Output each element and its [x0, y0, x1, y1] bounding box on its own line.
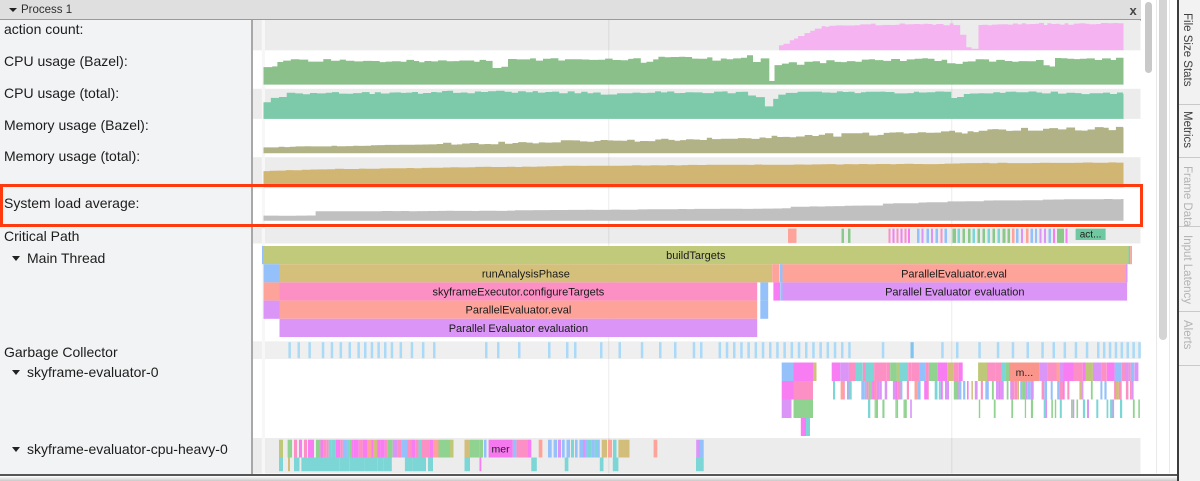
svg-text:ParallelEvaluator.eval: ParallelEvaluator.eval	[901, 268, 1007, 280]
svg-text:skyframeExecutor.configureTarg: skyframeExecutor.configureTargets	[432, 287, 604, 299]
svg-text:Parallel Evaluator evaluation: Parallel Evaluator evaluation	[885, 287, 1024, 299]
svg-text:m...: m...	[1016, 367, 1034, 379]
svg-text:buildTargets: buildTargets	[666, 250, 726, 262]
svg-text:mer: mer	[492, 444, 511, 456]
svg-text:ParallelEvaluator.eval: ParallelEvaluator.eval	[466, 305, 572, 317]
svg-text:act...: act...	[1080, 230, 1102, 241]
svg-text:runAnalysisPhase: runAnalysisPhase	[482, 268, 570, 280]
svg-text:Parallel Evaluator evaluation: Parallel Evaluator evaluation	[449, 323, 588, 335]
